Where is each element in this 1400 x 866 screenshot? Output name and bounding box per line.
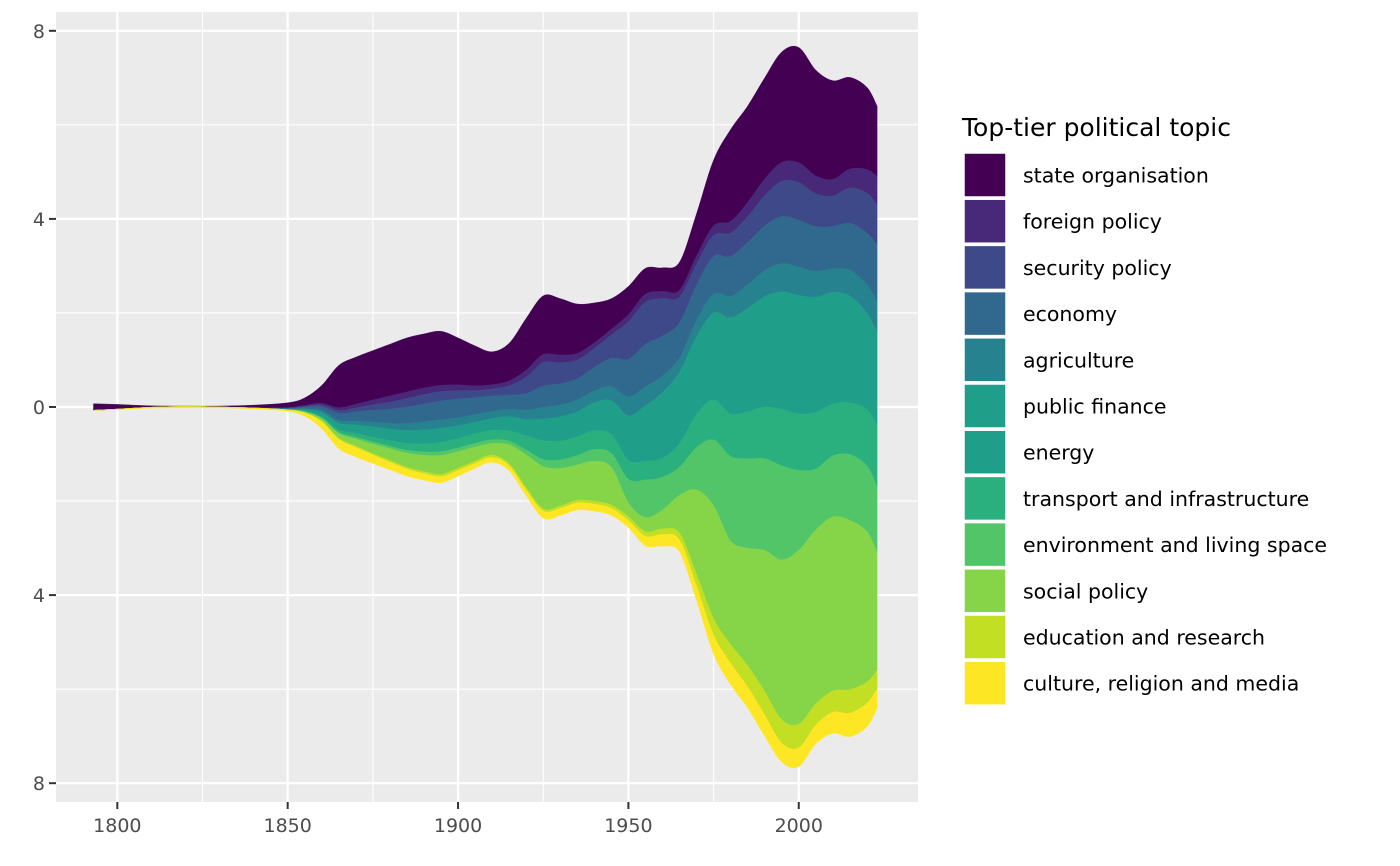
legend-label-1: foreign policy xyxy=(1023,210,1162,234)
legend-key-4 xyxy=(963,337,1007,383)
x-tick-label: 1950 xyxy=(604,815,652,837)
x-axis: 1800 1850 1900 1950 2000 xyxy=(93,802,823,837)
legend-label-8: environment and living space xyxy=(1023,533,1327,557)
legend-label-9: social policy xyxy=(1023,579,1148,603)
legend-label-0: state organisation xyxy=(1023,164,1209,188)
stream-layer-11 xyxy=(93,406,878,768)
legend-items: state organisation foreign policy security… xyxy=(963,152,1327,706)
x-tick-label: 1800 xyxy=(93,815,141,837)
legend-key-0 xyxy=(963,152,1007,198)
legend-key-2 xyxy=(963,244,1007,291)
legend-label-6: energy xyxy=(1023,441,1094,465)
legend-key-7 xyxy=(963,475,1007,522)
y-tick-label: 8 xyxy=(33,21,45,43)
legend-key-10 xyxy=(963,614,1007,660)
legend-label-3: economy xyxy=(1023,302,1117,326)
legend-key-5 xyxy=(963,383,1007,429)
y-tick-label: 4 xyxy=(33,209,45,231)
legend-key-8 xyxy=(963,521,1007,568)
legend-label-5: public finance xyxy=(1023,395,1167,419)
y-tick-label: 8 xyxy=(33,773,45,795)
stream-layers xyxy=(93,46,878,768)
legend-key-1 xyxy=(963,198,1007,244)
y-tick-label: 0 xyxy=(33,397,45,419)
legend-label-10: education and research xyxy=(1023,626,1265,650)
legend-key-6 xyxy=(963,429,1007,475)
legend-key-9 xyxy=(963,568,1007,614)
legend-key-11 xyxy=(963,660,1007,706)
y-axis: 8 4 0 4 8 xyxy=(33,21,56,795)
legend-label-7: transport and infrastructure xyxy=(1023,487,1309,511)
legend: Top-tier political topic state organisat… xyxy=(961,113,1327,706)
x-tick-label: 1900 xyxy=(434,815,482,837)
x-tick-label: 2000 xyxy=(775,815,823,837)
legend-label-11: culture, religion and media xyxy=(1023,672,1299,696)
legend-title: Top-tier political topic xyxy=(961,113,1231,142)
legend-key-3 xyxy=(963,290,1007,337)
legend-label-4: agriculture xyxy=(1023,348,1134,372)
y-tick-label: 4 xyxy=(33,585,45,607)
legend-label-2: security policy xyxy=(1023,256,1172,280)
x-tick-label: 1850 xyxy=(264,815,312,837)
